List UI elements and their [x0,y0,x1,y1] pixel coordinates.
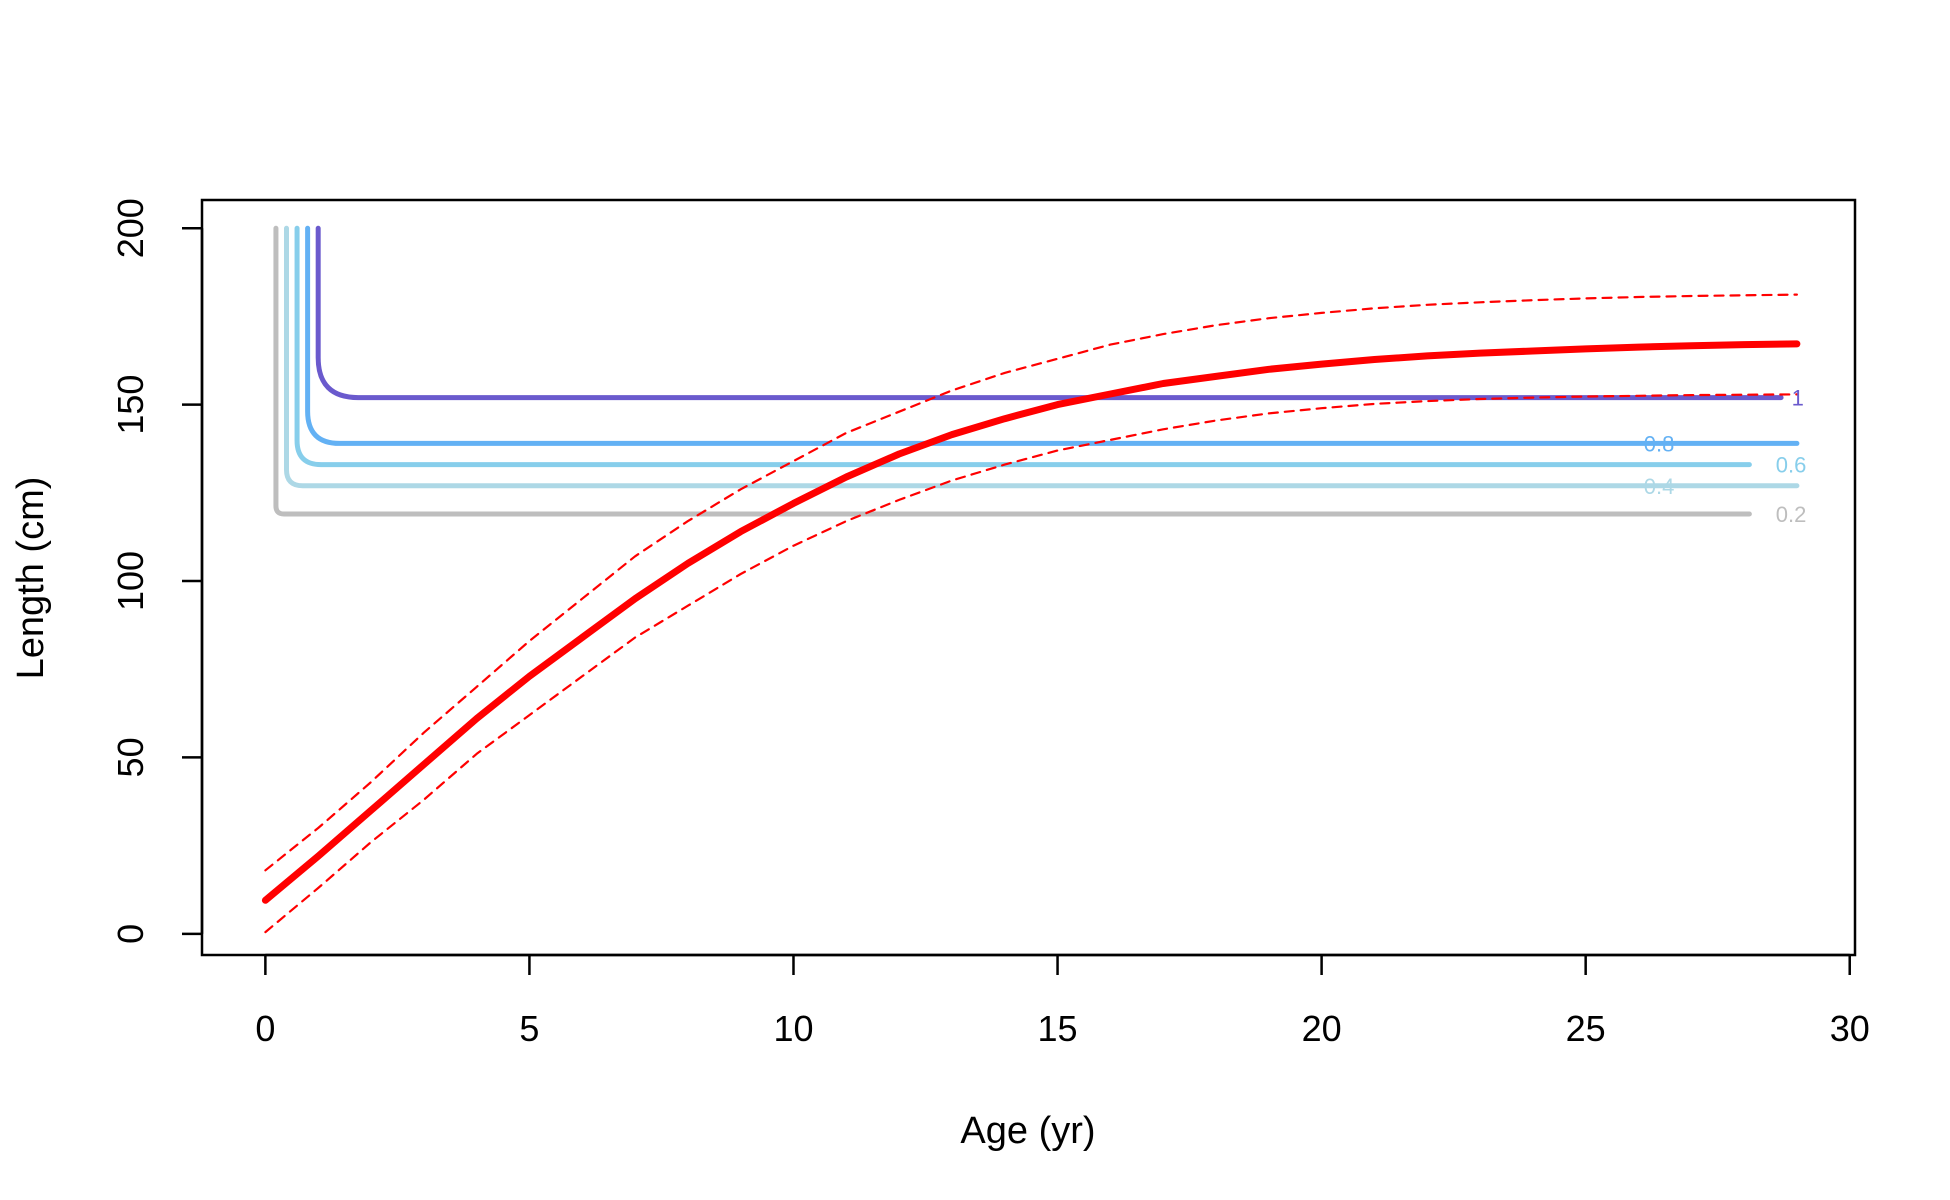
y-tick-label: 150 [110,375,151,435]
selectivity-curve-0-6 [294,225,1752,468]
selectivity-layer [273,225,1800,517]
y-tick-label: 0 [110,924,151,944]
x-tick-label: 30 [1830,1008,1870,1049]
x-tick-label: 15 [1038,1008,1078,1049]
x-tick-label: 0 [255,1008,275,1049]
growth-layer [261,293,1801,934]
selectivity-label-0-2: 0.2 [1776,502,1807,527]
y-axis: 0 50 100 150 200 [110,198,204,944]
selectivity-label-0-6: 0.6 [1776,453,1807,478]
selectivity-curve-0-4 [283,225,1800,489]
contour-label-layer: 0.2 0.4 0.6 0.8 1 [1644,386,1807,527]
y-axis-title: Length (cm) [10,477,52,680]
x-tick-label: 25 [1566,1008,1606,1049]
growth-lower-line [264,393,1798,934]
y-tick-label: 100 [110,551,151,611]
x-tick-label: 20 [1302,1008,1342,1049]
selectivity-curve-0-2 [273,225,1752,517]
growth-mean-line [261,340,1801,904]
selectivity-curve-0-8 [305,225,1800,446]
selectivity-curve-1 [315,225,1784,401]
x-tick-label: 10 [773,1008,813,1049]
x-tick-label: 5 [519,1008,539,1049]
selectivity-label-0-8: 0.8 [1644,431,1675,456]
x-axis-title: Age (yr) [960,1110,1095,1152]
y-tick-label: 200 [110,198,151,258]
x-axis: 0 5 10 15 20 25 30 [255,953,1870,1049]
growth-upper-line [264,293,1798,872]
selectivity-label-0-4: 0.4 [1644,474,1675,499]
selectivity-label-1: 1 [1792,386,1804,411]
y-tick-label: 50 [110,737,151,777]
